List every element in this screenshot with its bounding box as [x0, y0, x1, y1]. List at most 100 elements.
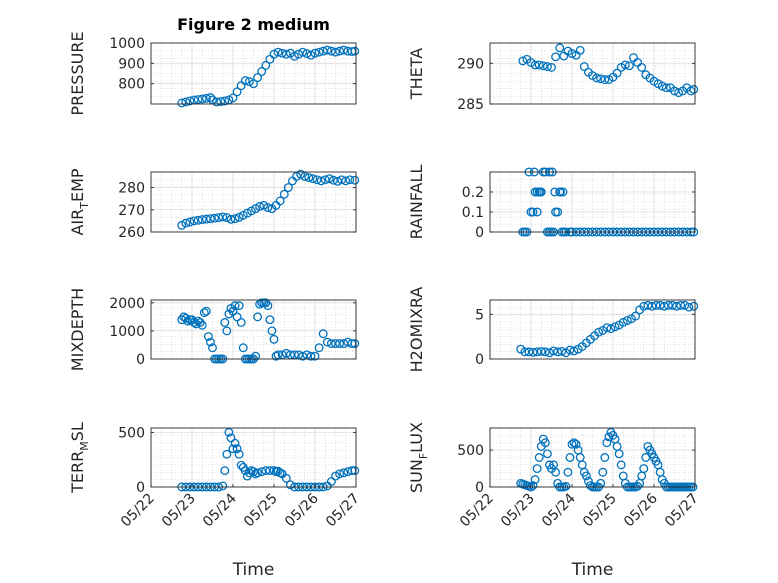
data-point — [263, 301, 273, 311]
data-point — [535, 187, 545, 197]
data-point — [185, 217, 195, 227]
axes-frame — [489, 299, 696, 360]
x-tick-label: 05/27 — [323, 491, 363, 531]
data-point — [350, 46, 360, 56]
data-point — [629, 53, 638, 63]
data-point — [538, 61, 548, 71]
x-tick-label: 05/27 — [662, 491, 702, 531]
data-point — [689, 301, 699, 311]
data-point — [208, 343, 217, 353]
data-point — [339, 45, 349, 55]
y-axis-label-main: SUN — [407, 459, 426, 493]
data-point — [238, 343, 248, 353]
data-point — [298, 47, 308, 57]
y-axis-label-tail: EMP — [68, 168, 87, 202]
data-point — [614, 449, 624, 459]
subplot-mixdepth: 0 1000 2000 MIXDEPTH — [68, 288, 360, 371]
data-point — [269, 49, 279, 59]
axes-frame — [150, 299, 357, 360]
data-point — [269, 334, 279, 344]
axes-frame — [150, 171, 357, 233]
x-tick-label: 05/24 — [200, 490, 240, 530]
data-point — [300, 171, 310, 181]
data-point — [236, 81, 246, 91]
data-point — [567, 439, 577, 449]
data-point — [290, 51, 299, 61]
data-point — [199, 308, 209, 318]
y-tick-label: 800 — [118, 77, 145, 93]
data-point — [177, 98, 187, 108]
minor-grid — [150, 428, 357, 487]
data-point — [189, 318, 199, 327]
data-point — [532, 464, 542, 474]
data-point — [565, 345, 575, 355]
data-point — [530, 475, 540, 485]
data-point — [563, 467, 573, 477]
data-point — [335, 469, 345, 479]
data-point — [181, 97, 191, 107]
data-point — [193, 95, 203, 104]
data-point — [314, 343, 324, 353]
data-point — [253, 73, 263, 83]
y-tick-label: 0.1 — [462, 205, 484, 221]
y-axis-label: RAINFALL — [407, 165, 426, 240]
data-point — [224, 427, 234, 437]
data-point — [528, 481, 538, 490]
data-point — [604, 432, 614, 442]
data-point — [322, 337, 332, 347]
data-point — [220, 466, 230, 476]
data-point — [540, 347, 550, 357]
data-point — [232, 87, 242, 97]
data-point — [230, 214, 240, 224]
data-point — [532, 207, 542, 217]
y-axis-label: H2OMIXRA — [407, 287, 426, 373]
data-point — [201, 306, 211, 316]
data-point — [655, 467, 665, 477]
data-point — [322, 45, 332, 55]
data-point — [281, 49, 291, 59]
minor-grid — [150, 43, 357, 104]
series-h2omixra — [516, 300, 699, 358]
data-point — [581, 471, 591, 481]
data-point — [606, 324, 616, 334]
data-point — [218, 212, 228, 222]
data-point — [228, 444, 238, 454]
data-point — [335, 339, 345, 348]
y-axis-label: AIRTEMP — [68, 168, 91, 235]
data-point — [220, 318, 230, 327]
y-axis-label-subscript: F — [417, 453, 430, 459]
data-point — [540, 438, 550, 448]
axes-frame — [489, 42, 696, 105]
y-tick-label: 290 — [457, 56, 484, 72]
y-tick-label: 0 — [136, 352, 145, 368]
data-point — [586, 481, 595, 490]
data-point — [201, 93, 211, 103]
data-point — [534, 60, 544, 70]
y-axis-label-main: TERR — [68, 451, 87, 494]
data-point — [616, 460, 626, 470]
data-point — [684, 302, 694, 312]
data-point — [557, 346, 567, 356]
data-point — [565, 453, 575, 462]
data-point — [596, 74, 606, 84]
data-point — [518, 56, 528, 66]
y-axis-label-main: H2OMIXRA — [407, 287, 426, 373]
data-point — [542, 62, 552, 72]
data-point — [234, 301, 244, 311]
data-point — [637, 471, 647, 481]
data-point — [228, 93, 238, 103]
data-point — [571, 439, 581, 449]
data-point — [602, 323, 612, 333]
data-point — [220, 96, 230, 106]
data-point — [350, 175, 360, 185]
data-point — [528, 347, 538, 357]
y-axis-label-main: AIR — [68, 209, 87, 236]
subplot-air-temp: 260 270 280 AIRTEMP — [68, 168, 360, 241]
data-point — [273, 47, 283, 57]
data-point — [350, 466, 360, 476]
y-axis-label-main: RAINFALL — [407, 165, 426, 240]
data-point — [210, 213, 219, 223]
data-point — [288, 176, 297, 186]
y-tick-label: 500 — [457, 443, 484, 459]
y-axis-label-tail: LUX — [407, 422, 426, 453]
